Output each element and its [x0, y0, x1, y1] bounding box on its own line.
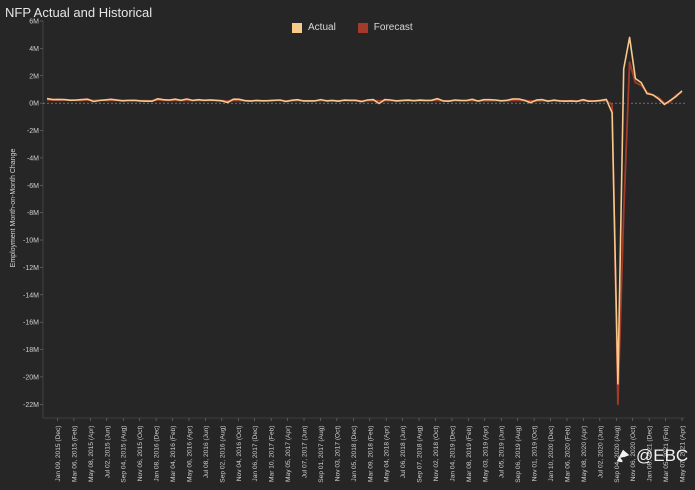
legend-swatch-actual [292, 22, 302, 33]
x-tick-label: Mar 08, 2019 (Feb) [466, 425, 473, 481]
x-tick-label: Mar 06, 2015 (Feb) [71, 426, 78, 482]
x-tick-label: Nov 04, 2016 (Oct) [236, 426, 243, 482]
y-tick-label: -22M [23, 402, 39, 409]
watermark: @EBC [614, 446, 688, 466]
x-tick-label: Jul 08, 2016 (Jun) [203, 426, 210, 479]
x-tick-label: Jan 06, 2017 (Dec) [252, 426, 259, 482]
x-tick-label: Mar 09, 2018 (Feb) [367, 426, 374, 482]
y-tick-label: -8M [27, 210, 39, 217]
legend-label-actual: Actual [308, 22, 336, 33]
x-tick-label: May 04, 2018 (Apr) [384, 426, 391, 482]
y-tick-label: 0M [29, 101, 39, 108]
legend-swatch-forecast [357, 22, 368, 33]
x-tick-label: Nov 01, 2019 (Oct) [532, 426, 539, 482]
x-tick-label: Jan 08, 2021 (Dec) [647, 426, 654, 482]
x-tick-label: Nov 02, 2018 (Oct) [433, 426, 440, 482]
y-tick-label: 4M [29, 46, 39, 53]
x-tick-label: May 05, 2017 (Apr) [285, 426, 292, 482]
y-tick-label: -20M [23, 374, 39, 381]
x-tick-label: Jan 09, 2015 (Dec) [55, 426, 62, 482]
legend-item-actual[interactable]: Actual [292, 22, 336, 33]
y-axis: 6M 4M 2M 0M -2M -4M -6M -8M -10M -12M -14M -16M -18M… [23, 19, 685, 418]
x-tick-label: May 08, 2015 (Apr) [88, 426, 95, 482]
x-tick-label: May 06, 2016 (Apr) [186, 426, 193, 482]
y-tick-label: 6M [29, 19, 39, 26]
legend-label-forecast: Forecast [373, 22, 413, 33]
series-lines [46, 36, 683, 406]
x-tick-label: Jan 05, 2018 (Dec) [351, 426, 358, 482]
x-tick-label: Jul 02, 2020 (Jun) [597, 426, 604, 479]
y-tick-label: -12M [23, 265, 39, 272]
x-tick-label: Jan 10, 2020 (Dec) [548, 426, 555, 482]
x-tick-label: Mar 05, 2021 (Feb) [663, 426, 670, 482]
legend-item-forecast[interactable]: Forecast [357, 22, 413, 33]
y-tick-label: -16M [23, 320, 39, 327]
series-line-forecast [46, 61, 683, 406]
y-tick-label: -2M [27, 128, 39, 135]
x-tick-label: Sep 04, 2015 (Aug) [121, 426, 128, 483]
x-tick-label: Jul 06, 2018 (Jun) [400, 426, 407, 479]
x-tick-label: Sep 04, 2020 (Aug) [614, 426, 621, 483]
x-tick-label: Nov 06, 2015 (Oct) [137, 426, 144, 482]
x-tick-label: Jan 04, 2019 (Dec) [449, 426, 456, 482]
legend: Actual Forecast [292, 22, 413, 33]
y-tick-label: -6M [27, 183, 39, 190]
x-tick-label: Jan 08, 2016 (Dec) [154, 426, 161, 482]
y-tick-label: -10M [23, 238, 39, 245]
x-tick-label: May 08, 2020 (Apr) [581, 426, 588, 482]
y-tick-label: -18M [23, 347, 39, 354]
x-tick-label: Mar 06, 2020 (Feb) [564, 426, 571, 482]
x-tick-label: Nov 06, 2020 (Oct) [630, 426, 637, 482]
x-tick-label: Sep 06, 2019 (Aug) [515, 426, 522, 483]
y-tick-label: -14M [23, 292, 39, 299]
x-tick-label: Mar 04, 2016 (Feb) [170, 426, 177, 482]
chart-title: NFP Actual and Historical [5, 5, 153, 20]
x-tick-label: Sep 02, 2016 (Aug) [219, 426, 226, 483]
y-tick-label: -4M [27, 155, 39, 162]
x-tick-label: May 07, 2021 (Apr) [680, 426, 687, 482]
series-line-actual [46, 36, 683, 385]
watermark-text: @EBC [636, 446, 689, 465]
x-tick-label: Jul 07, 2017 (Jun) [302, 426, 309, 479]
y-axis-label: Employment Month-on-Month Change [10, 149, 17, 268]
x-tick-label: Mar 10, 2017 (Feb) [269, 426, 276, 482]
x-tick-label: Sep 01, 2017 (Aug) [318, 426, 325, 483]
x-tick-label: Jul 05, 2019 (Jun) [499, 426, 506, 479]
x-tick-label: Jul 02, 2015 (Jun) [104, 426, 111, 479]
x-tick-label: May 03, 2019 (Apr) [482, 425, 489, 481]
ebc-logo-icon [616, 449, 630, 463]
x-axis: Jan 09, 2015 (Dec) Mar 06, 2015 (Feb) May … [43, 417, 687, 483]
y-tick-label: 2M [29, 73, 39, 80]
x-tick-label: Nov 03, 2017 (Oct) [334, 426, 341, 482]
x-tick-label: Sep 07, 2018 (Aug) [417, 426, 424, 483]
